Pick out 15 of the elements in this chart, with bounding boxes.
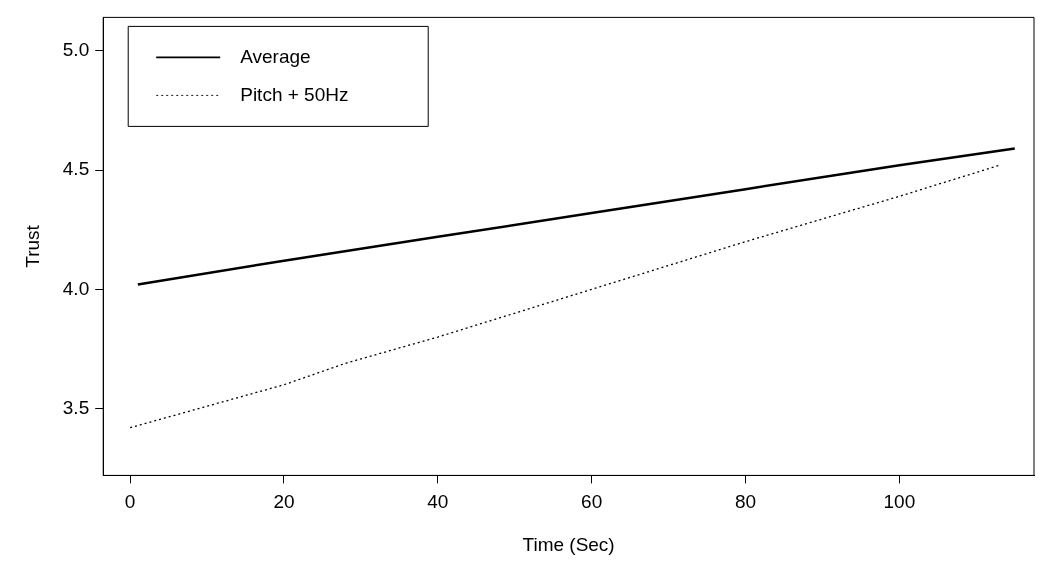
legend-label: Pitch + 50Hz [240, 83, 349, 105]
x-tick-label: 80 [734, 491, 757, 513]
line-series [129, 164, 1001, 429]
y-tick-label: 4.0 [62, 277, 90, 299]
x-tick-label: 100 [883, 491, 916, 513]
x-tick-label: 0 [124, 491, 136, 513]
x-axis-title: Time (Sec) [522, 533, 615, 555]
x-tick-label: 20 [273, 491, 295, 513]
y-tick-label: 5.0 [62, 39, 90, 61]
y-axis-title: Trust [21, 224, 43, 268]
legend-label: Average [240, 45, 311, 67]
x-tick-label: 60 [581, 491, 603, 513]
y-tick-label: 4.5 [62, 158, 90, 180]
y-tick-label: 3.5 [62, 396, 90, 418]
x-tick-label: 40 [427, 491, 449, 513]
